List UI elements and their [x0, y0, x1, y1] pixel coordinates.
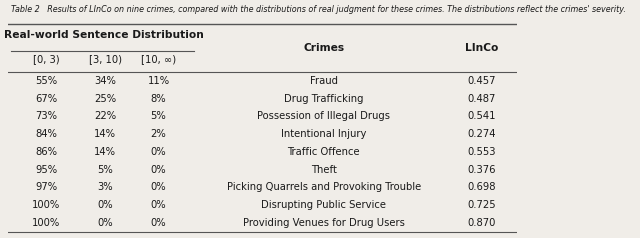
- Text: Providing Venues for Drug Users: Providing Venues for Drug Users: [243, 218, 405, 228]
- Text: Traffic Offence: Traffic Offence: [287, 147, 360, 157]
- Text: Theft: Theft: [311, 165, 337, 175]
- Text: 14%: 14%: [94, 147, 116, 157]
- Text: Disrupting Public Service: Disrupting Public Service: [261, 200, 387, 210]
- Text: Crimes: Crimes: [303, 43, 344, 53]
- Text: 55%: 55%: [35, 76, 58, 86]
- Text: 5%: 5%: [150, 111, 166, 121]
- Text: [3, 10): [3, 10): [88, 54, 122, 64]
- Text: 0%: 0%: [150, 218, 166, 228]
- Text: 0%: 0%: [150, 200, 166, 210]
- Text: LInCo: LInCo: [465, 43, 499, 53]
- Text: 34%: 34%: [94, 76, 116, 86]
- Text: Table 2   Results of LInCo on nine crimes, compared with the distributions of re: Table 2 Results of LInCo on nine crimes,…: [11, 5, 626, 14]
- Text: 73%: 73%: [35, 111, 58, 121]
- Text: 100%: 100%: [33, 200, 61, 210]
- Text: 0.487: 0.487: [467, 94, 496, 104]
- Text: 0%: 0%: [150, 183, 166, 193]
- Text: 0.870: 0.870: [467, 218, 496, 228]
- Text: Possession of Illegal Drugs: Possession of Illegal Drugs: [257, 111, 390, 121]
- Text: 0%: 0%: [150, 147, 166, 157]
- Text: 0%: 0%: [97, 218, 113, 228]
- Text: 2%: 2%: [150, 129, 166, 139]
- Text: 14%: 14%: [94, 129, 116, 139]
- Text: 0.274: 0.274: [467, 129, 496, 139]
- Text: 97%: 97%: [35, 183, 58, 193]
- Text: 67%: 67%: [35, 94, 58, 104]
- Text: 95%: 95%: [35, 165, 58, 175]
- Text: [10, ∞): [10, ∞): [141, 54, 176, 64]
- Text: 5%: 5%: [97, 165, 113, 175]
- Text: Drug Trafficking: Drug Trafficking: [284, 94, 364, 104]
- Text: 86%: 86%: [35, 147, 58, 157]
- Text: 0.457: 0.457: [467, 76, 496, 86]
- Text: 25%: 25%: [94, 94, 116, 104]
- Text: Fraud: Fraud: [310, 76, 338, 86]
- Text: 0.541: 0.541: [467, 111, 496, 121]
- Text: 0%: 0%: [97, 200, 113, 210]
- Text: Picking Quarrels and Provoking Trouble: Picking Quarrels and Provoking Trouble: [227, 183, 421, 193]
- Text: 22%: 22%: [94, 111, 116, 121]
- Text: 100%: 100%: [33, 218, 61, 228]
- Text: 3%: 3%: [97, 183, 113, 193]
- Text: [0, 3): [0, 3): [33, 54, 60, 64]
- Text: Real-world Sentence Distribution: Real-world Sentence Distribution: [4, 30, 204, 40]
- Text: 11%: 11%: [147, 76, 170, 86]
- Text: 0%: 0%: [150, 165, 166, 175]
- Text: 8%: 8%: [150, 94, 166, 104]
- Text: 0.725: 0.725: [467, 200, 496, 210]
- Text: Intentional Injury: Intentional Injury: [281, 129, 367, 139]
- Text: 84%: 84%: [36, 129, 58, 139]
- Text: 0.698: 0.698: [467, 183, 496, 193]
- Text: 0.553: 0.553: [467, 147, 496, 157]
- Text: 0.376: 0.376: [467, 165, 496, 175]
